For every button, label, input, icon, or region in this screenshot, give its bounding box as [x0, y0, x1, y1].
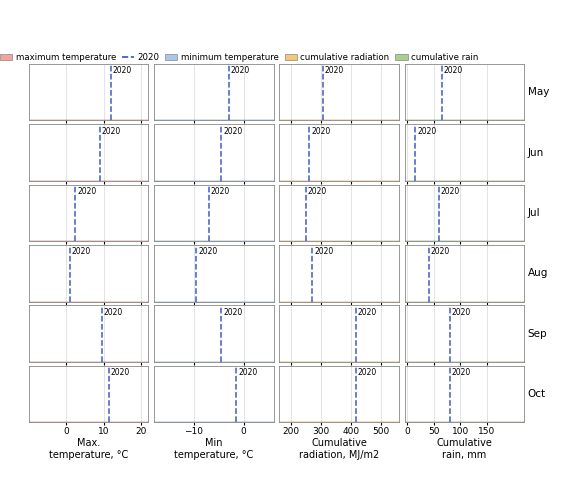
Text: 2020: 2020 [104, 308, 123, 317]
Text: May: May [528, 87, 549, 97]
Text: 2020: 2020 [314, 247, 334, 256]
Text: 2020: 2020 [211, 187, 230, 196]
Text: 2020: 2020 [113, 66, 132, 75]
Text: Jun: Jun [528, 147, 544, 157]
Text: 2020: 2020 [308, 187, 327, 196]
Text: 2020: 2020 [77, 187, 97, 196]
Text: 2020: 2020 [198, 247, 218, 256]
X-axis label: Min
temperature, °C: Min temperature, °C [174, 438, 253, 460]
Text: 2020: 2020 [430, 247, 450, 256]
Text: 2020: 2020 [223, 308, 242, 317]
X-axis label: Max.
temperature, °C: Max. temperature, °C [49, 438, 128, 460]
Text: Jul: Jul [528, 208, 540, 218]
Text: 2020: 2020 [71, 247, 91, 256]
Text: 2020: 2020 [452, 368, 471, 377]
Text: 2020: 2020 [452, 308, 471, 317]
Text: 2020: 2020 [238, 368, 257, 377]
Text: 2020: 2020 [311, 127, 330, 135]
Text: Sep: Sep [528, 329, 547, 339]
Text: 2020: 2020 [111, 368, 130, 377]
Text: 2020: 2020 [444, 66, 463, 75]
Text: 2020: 2020 [324, 66, 344, 75]
X-axis label: Cumulative
rain, mm: Cumulative rain, mm [437, 438, 492, 460]
Text: 2020: 2020 [230, 66, 250, 75]
Text: 2020: 2020 [101, 127, 121, 135]
Text: 2020: 2020 [417, 127, 436, 135]
Legend: maximum temperature, 2020, minimum temperature, cumulative radiation, cumulative: maximum temperature, 2020, minimum tempe… [0, 53, 478, 62]
X-axis label: Cumulative
radiation, MJ/m2: Cumulative radiation, MJ/m2 [299, 438, 379, 460]
Text: 2020: 2020 [223, 127, 242, 135]
Text: Aug: Aug [528, 268, 548, 278]
Text: Oct: Oct [528, 389, 546, 399]
Text: 2020: 2020 [357, 308, 377, 317]
Text: 2020: 2020 [357, 368, 377, 377]
Text: 2020: 2020 [441, 187, 460, 196]
